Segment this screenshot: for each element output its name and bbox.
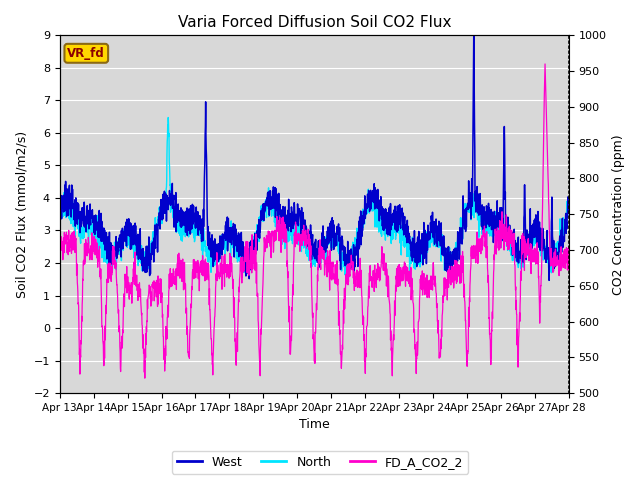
Y-axis label: CO2 Concentration (ppm): CO2 Concentration (ppm) xyxy=(612,134,625,295)
Legend: West, North, FD_A_CO2_2: West, North, FD_A_CO2_2 xyxy=(172,451,468,474)
Title: Varia Forced Diffusion Soil CO2 Flux: Varia Forced Diffusion Soil CO2 Flux xyxy=(177,15,451,30)
Text: VR_fd: VR_fd xyxy=(67,47,105,60)
X-axis label: Time: Time xyxy=(299,419,330,432)
Y-axis label: Soil CO2 Flux (mmol/m2/s): Soil CO2 Flux (mmol/m2/s) xyxy=(15,131,28,298)
